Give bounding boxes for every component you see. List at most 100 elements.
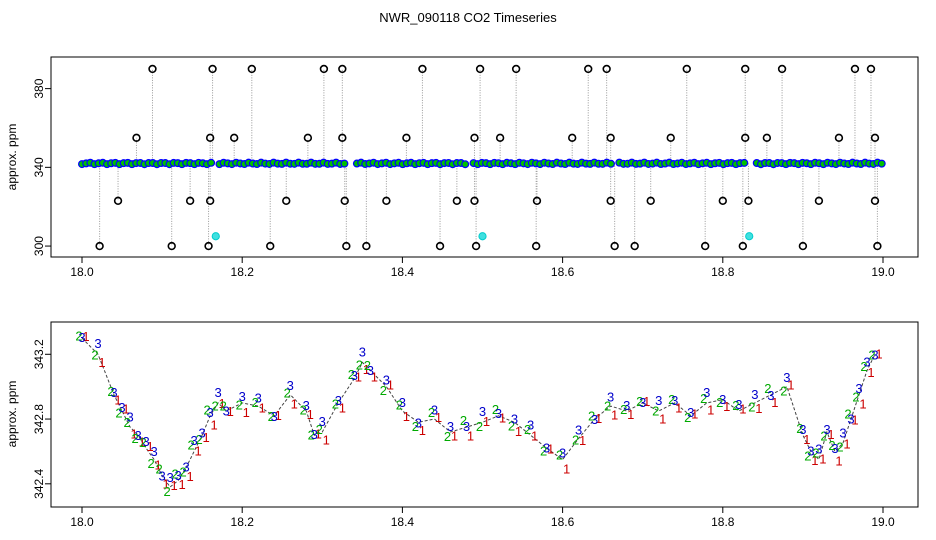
series-2-marker: 2 (123, 415, 130, 430)
spike-point (511, 64, 521, 74)
spike-point (744, 196, 753, 205)
series-2-marker: 2 (91, 347, 98, 362)
series-3-marker: 3 (215, 385, 222, 400)
series-2-marker: 2 (796, 421, 803, 436)
top-plot-frame (50, 56, 919, 258)
series-2-marker: 2 (308, 427, 315, 442)
spike-point (452, 196, 462, 205)
series-3-marker: 3 (175, 468, 182, 483)
series-1-marker: 1 (243, 405, 250, 420)
spike-point (568, 133, 577, 143)
spike-point (282, 196, 291, 205)
series-3-marker: 3 (359, 345, 366, 360)
series-3-marker: 3 (399, 395, 406, 410)
series-2-marker: 2 (316, 422, 323, 437)
series-1-marker: 1 (355, 369, 362, 384)
series-2-marker: 2 (604, 399, 611, 414)
series-1-marker: 1 (315, 426, 322, 441)
series-1-marker: 1 (435, 410, 442, 425)
series-1-marker: 1 (98, 355, 105, 370)
spike-point (850, 64, 860, 74)
series-3-marker: 3 (671, 393, 678, 408)
spike-point (495, 133, 505, 143)
series-1-marker: 1 (827, 427, 834, 442)
series-2-marker: 2 (508, 419, 515, 434)
series-1-marker: 1 (859, 397, 866, 412)
series-3-marker: 3 (607, 389, 614, 404)
x-tick-label: 18.2 (231, 265, 255, 279)
series-2-marker: 2 (844, 406, 851, 421)
top-panel-marks (77, 64, 886, 251)
series-2-marker: 2 (115, 405, 122, 420)
series-2-marker: 2 (147, 456, 154, 471)
series-3-marker: 3 (479, 404, 486, 419)
series-2-marker: 2 (396, 397, 403, 412)
series-1-marker: 1 (387, 377, 394, 392)
series-2-marker: 2 (620, 402, 627, 417)
spike-point (798, 241, 808, 251)
bottom-panel-axes: 18.0 18.2 18.4 18.6 18.8 19.0 342.4 342.8 343.2 (32, 339, 895, 529)
series-1-marker: 1 (675, 401, 682, 416)
spike-point (741, 64, 750, 74)
spike-point (229, 133, 239, 143)
bottom-y-axis-label: approx. ppm (5, 381, 19, 448)
spike-point (342, 241, 351, 251)
series-3-marker: 3 (166, 470, 173, 485)
series-3-marker: 3 (134, 428, 141, 443)
series-3-marker: 3 (687, 405, 694, 420)
y-tick-label: 300 (32, 236, 46, 256)
series-2-marker: 2 (780, 384, 787, 399)
series-1-marker: 1 (138, 435, 145, 450)
spike-point (435, 241, 445, 251)
series-3-marker: 3 (767, 388, 774, 403)
spike-point (185, 196, 195, 205)
series-2-marker: 2 (588, 409, 595, 424)
series-3-marker: 3 (831, 441, 838, 456)
spike-point (382, 196, 391, 205)
series-2-marker: 2 (412, 419, 419, 434)
series-2-marker: 2 (444, 429, 451, 444)
series-2-marker: 2 (572, 433, 579, 448)
series-1-marker: 1 (323, 433, 330, 448)
series-3-marker: 3 (799, 422, 806, 437)
spike-point (475, 64, 485, 74)
series-1-marker: 1 (851, 413, 858, 428)
spike-point (205, 196, 215, 205)
spike-point (167, 241, 176, 251)
series-3-marker: 3 (623, 398, 630, 413)
x-tick-label: 19.0 (871, 515, 895, 529)
series-2-marker: 2 (75, 329, 82, 344)
series-1-marker: 1 (307, 407, 314, 422)
series-3-marker: 3 (126, 409, 133, 424)
spike-point (532, 196, 542, 205)
series-2-marker: 2 (220, 399, 227, 414)
series-2-marker: 2 (380, 383, 387, 398)
series-1-marker: 1 (811, 453, 818, 468)
top-panel-axes: 18.0 18.2 18.4 18.6 18.8 19.0 300 340 380 (32, 78, 895, 279)
series-2-marker: 2 (652, 404, 659, 419)
series-2-marker: 2 (107, 384, 114, 399)
series-1-marker: 1 (515, 424, 522, 439)
series-2-marker: 2 (172, 466, 179, 481)
spike-point (682, 64, 691, 74)
flagged-point (211, 232, 220, 241)
x-tick-label: 18.4 (391, 515, 415, 529)
series-3-marker: 3 (527, 417, 534, 432)
spike-point (834, 133, 844, 143)
series-3-marker: 3 (311, 427, 318, 442)
series-1-marker: 1 (130, 427, 137, 442)
spike-point (340, 196, 349, 205)
series-connector-line (81, 337, 876, 488)
series-1-marker: 1 (803, 432, 810, 447)
series-3-marker: 3 (543, 441, 550, 456)
series-3-marker: 3 (158, 469, 165, 484)
series-3-marker: 3 (639, 395, 646, 410)
series-2-marker: 2 (155, 462, 162, 477)
spike-point (95, 241, 104, 251)
series-1-marker: 1 (875, 346, 882, 361)
baseline-point (207, 158, 216, 167)
series-1-marker: 1 (122, 402, 129, 417)
spike-point (132, 133, 141, 143)
series-1-marker: 1 (211, 418, 218, 433)
series-3-marker: 3 (199, 426, 206, 441)
